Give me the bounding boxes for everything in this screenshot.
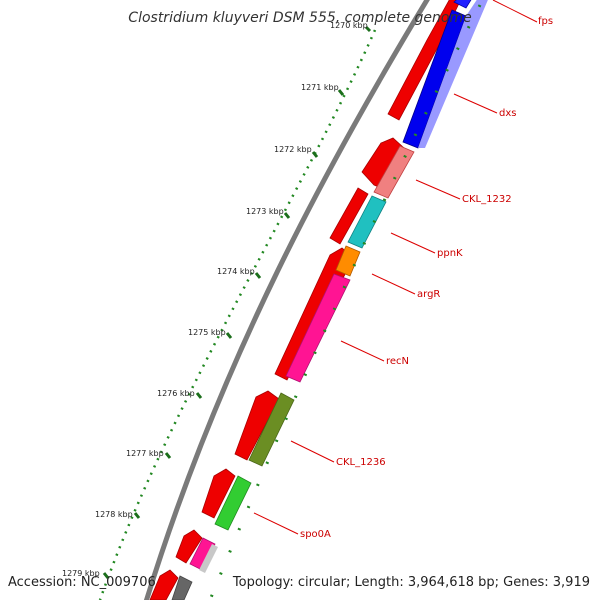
ruler-labels: 1270 kbp 1271 kbp 1272 kbp 1273 kbp 1274…	[62, 21, 368, 578]
tick-label: 1279 kbp	[62, 569, 100, 578]
ppnk-gene	[347, 195, 387, 249]
argr-gene	[335, 245, 361, 277]
reverse-strand-genes	[171, 0, 488, 600]
ckl1236-gene	[248, 392, 295, 467]
tick-label: 1275 kbp	[188, 328, 226, 337]
fps-gene	[453, 0, 472, 9]
tick-label: 1273 kbp	[246, 207, 284, 216]
topology-text: Topology: circular; Length: 3,964,618 bp…	[232, 575, 590, 590]
fps-shade	[418, 0, 488, 148]
gene-arrow	[175, 529, 203, 564]
gene-leader-lines	[253, 0, 538, 535]
gene-arrow	[387, 0, 462, 121]
tick-label: 1272 kbp	[274, 145, 312, 154]
tick-label: 1271 kbp	[301, 83, 339, 92]
tick-label: 1276 kbp	[157, 389, 195, 398]
tick-label: 1277 kbp	[126, 449, 164, 458]
recn-gene	[285, 273, 351, 383]
gene-arrow	[149, 569, 179, 600]
gene-arrow	[234, 390, 280, 461]
gene-label: fps	[538, 16, 553, 27]
accession-text: Accession: NC_009706	[8, 575, 156, 590]
gene-labels: fps dxs CKL_1232 ppnK argR recN CKL_1236…	[300, 16, 553, 540]
spo0a-gene	[214, 475, 252, 531]
tick-label: 1278 kbp	[95, 510, 133, 519]
tick-label: 1270 kbp	[330, 21, 368, 30]
gene-label: dxs	[499, 108, 516, 119]
gene-label: spo0A	[300, 529, 331, 540]
bottom-gene	[171, 575, 193, 600]
gene-label: recN	[386, 356, 409, 367]
gene-label: ppnK	[437, 248, 463, 259]
genome-backbone	[143, 0, 430, 600]
map-title: Clostridium kluyveri DSM 555, complete g…	[128, 10, 472, 26]
tick-label: 1274 kbp	[217, 267, 255, 276]
ckl1232-gene	[373, 145, 415, 199]
ruler-major-ticks	[102, 25, 372, 579]
gene-label: CKL_1236	[336, 457, 386, 468]
gene-arrow	[329, 187, 369, 245]
gene-arrow	[201, 468, 236, 519]
kbp-ruler	[98, 29, 377, 600]
gene-label: CKL_1232	[462, 194, 512, 205]
gene-label: argR	[417, 289, 440, 300]
small-gene-grey	[199, 544, 218, 573]
